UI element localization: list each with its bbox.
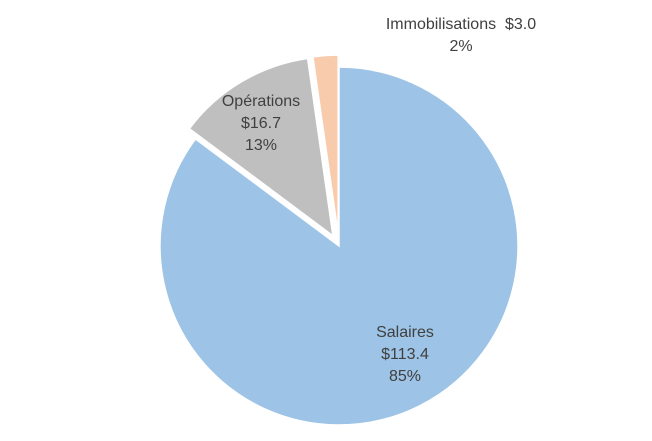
slice-name-salaires: Salaires: [376, 324, 434, 341]
slice-label-operations: Opérations $16.7 13%: [196, 91, 326, 157]
slice-value-operations: $16.7: [240, 115, 282, 132]
slice-value-immobilisations: $3.0: [505, 16, 537, 33]
pie-slice-salaires: [159, 66, 519, 426]
slice-percent-immobilisations: 2%: [449, 38, 473, 55]
slice-percent-operations: 13%: [244, 137, 278, 154]
slice-percent-salaires: 85%: [388, 368, 422, 385]
pie-slice-operations: [188, 57, 334, 238]
slice-label-immobilisations: Immobilisations $3.0 2%: [366, 14, 556, 58]
pie-slice-immobilisations: [312, 54, 339, 235]
slice-name-immobilisations: Immobilisations: [385, 16, 497, 33]
slice-value-salaires: $113.4: [381, 346, 429, 363]
slice-name-operations: Opérations: [221, 93, 301, 110]
slice-label-salaires: Salaires $113.4 85%: [340, 322, 470, 388]
